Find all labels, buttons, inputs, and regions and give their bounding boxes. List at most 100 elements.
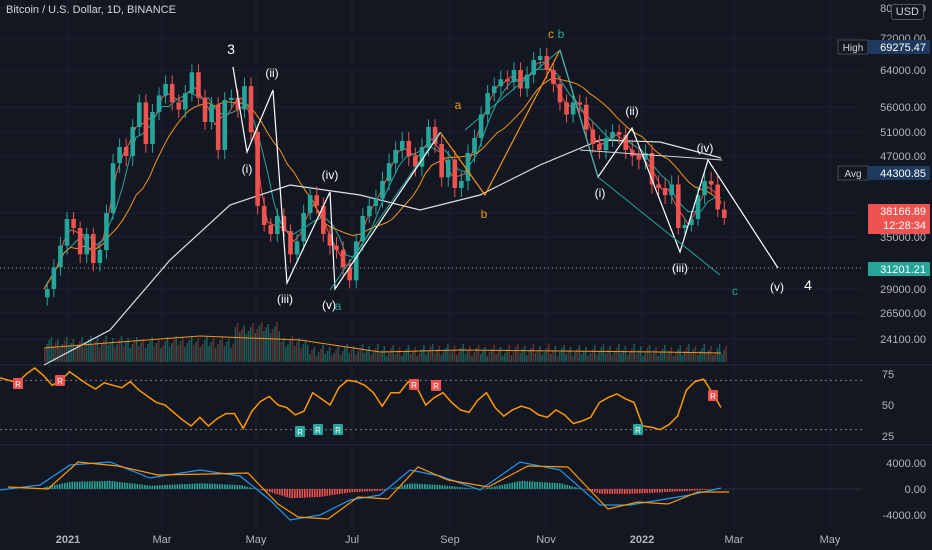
volume-bar	[214, 348, 217, 362]
wave-label: c	[548, 27, 554, 41]
macd-histogram-bar	[164, 485, 166, 489]
macd-histogram-bar	[601, 489, 604, 494]
wave-label: (iii)	[277, 292, 293, 306]
macd-histogram-bar	[571, 486, 574, 489]
macd-histogram-bar	[489, 487, 491, 489]
volume-bar	[155, 343, 158, 362]
volume-bar	[440, 355, 443, 362]
rsi-marker-label: R	[411, 381, 417, 390]
macd-histogram-bar	[619, 489, 621, 494]
volume-bar	[429, 347, 432, 362]
macd-histogram-bar	[496, 485, 499, 489]
volume-bar	[589, 353, 592, 362]
volume-bar	[171, 343, 173, 362]
macd-histogram-bar	[246, 486, 249, 489]
volume-bar	[74, 348, 77, 362]
volume-bar	[274, 326, 276, 362]
volume-bar	[622, 350, 624, 362]
wave-label: (ii)	[265, 66, 278, 80]
currency-button[interactable]: USD	[890, 4, 924, 20]
macd-histogram-bar	[151, 485, 154, 489]
macd-histogram-bar	[319, 489, 321, 497]
volume-bar	[177, 345, 180, 362]
macd-histogram-bar	[596, 489, 599, 493]
volume-bar	[523, 346, 526, 362]
volume-bar	[72, 339, 75, 362]
ma-200	[43, 139, 722, 366]
macd-histogram-bar	[656, 489, 659, 493]
macd-histogram-bar	[391, 487, 394, 489]
candle-body	[616, 132, 622, 135]
volume-bar	[203, 340, 206, 362]
macd-histogram-bar	[609, 489, 611, 494]
volume-bar	[162, 345, 164, 362]
rsi-marker-label: R	[433, 382, 439, 391]
volume-bar	[116, 344, 118, 362]
volume-bar	[387, 352, 390, 362]
macd-histogram-bar	[66, 482, 69, 489]
macd-histogram-bar	[51, 485, 54, 489]
time-tick-label: Mar	[153, 534, 172, 546]
macd-histogram-bar	[676, 489, 679, 492]
volume-bar	[337, 345, 340, 362]
macd-histogram-bar	[56, 484, 59, 489]
candle-body	[426, 127, 431, 147]
volume-bar	[348, 353, 351, 362]
macd-histogram-bar	[394, 487, 396, 489]
volume-bar	[182, 338, 184, 362]
candle-body	[307, 195, 313, 213]
macd-histogram-bar	[506, 483, 509, 489]
macd-histogram-bar	[531, 481, 534, 489]
macd-histogram-bar	[169, 484, 171, 489]
macd-histogram-bar	[541, 482, 544, 489]
volume-bar	[278, 331, 281, 362]
candle-body	[695, 195, 701, 219]
macd-histogram-bar	[456, 486, 459, 489]
volume-bar	[271, 329, 274, 362]
volume-bar	[164, 341, 167, 362]
macd-histogram-bar	[501, 484, 504, 489]
volume-bar	[363, 353, 366, 362]
macd-histogram-bar	[331, 489, 334, 496]
macd-histogram-bar	[396, 486, 399, 489]
volume-bar	[486, 356, 489, 362]
volume-bar	[587, 356, 589, 362]
volume-bar	[166, 337, 169, 362]
macd-histogram-bar	[199, 483, 201, 489]
volume-bar	[344, 347, 346, 362]
candle-body	[603, 138, 609, 150]
volume-bar	[54, 342, 57, 362]
badge-value-box	[868, 204, 930, 234]
macd-histogram-bar	[654, 489, 656, 493]
volume-bar	[582, 351, 585, 362]
macd-histogram-bar	[104, 481, 106, 489]
volume-bar	[361, 344, 364, 362]
badge-name: High	[843, 43, 864, 54]
volume-bar	[650, 354, 653, 362]
volume-bar	[61, 344, 64, 362]
macd-histogram-bar	[294, 489, 296, 499]
candle-body	[610, 132, 615, 138]
wave-labels: 3(i)(ii)(iii)(iv)(v)abc b(i)(ii)(iii)(iv)…	[227, 27, 812, 313]
candle-body	[340, 250, 346, 268]
macd-histogram-bar	[681, 489, 684, 492]
macd-histogram-bar	[634, 489, 636, 494]
macd-histogram-bar	[279, 489, 281, 495]
macd-histogram-bar	[261, 489, 264, 491]
macd-histogram-bar	[241, 485, 244, 489]
volume-bar	[420, 349, 423, 362]
candle-body	[459, 180, 464, 189]
candle-body	[183, 93, 188, 110]
macd-histogram-bar	[124, 482, 126, 489]
wave-label: 4	[804, 277, 812, 293]
price-tick-label: 29000.00	[880, 284, 926, 296]
macd-histogram-bar	[666, 489, 669, 492]
volume-bar	[267, 324, 270, 362]
candle-body	[721, 209, 727, 219]
candle-body	[222, 100, 228, 150]
rsi-marker-label: R	[315, 426, 321, 435]
wave-label: (iv)	[322, 168, 339, 182]
candle-body	[360, 216, 366, 242]
volume-bar	[90, 336, 92, 362]
